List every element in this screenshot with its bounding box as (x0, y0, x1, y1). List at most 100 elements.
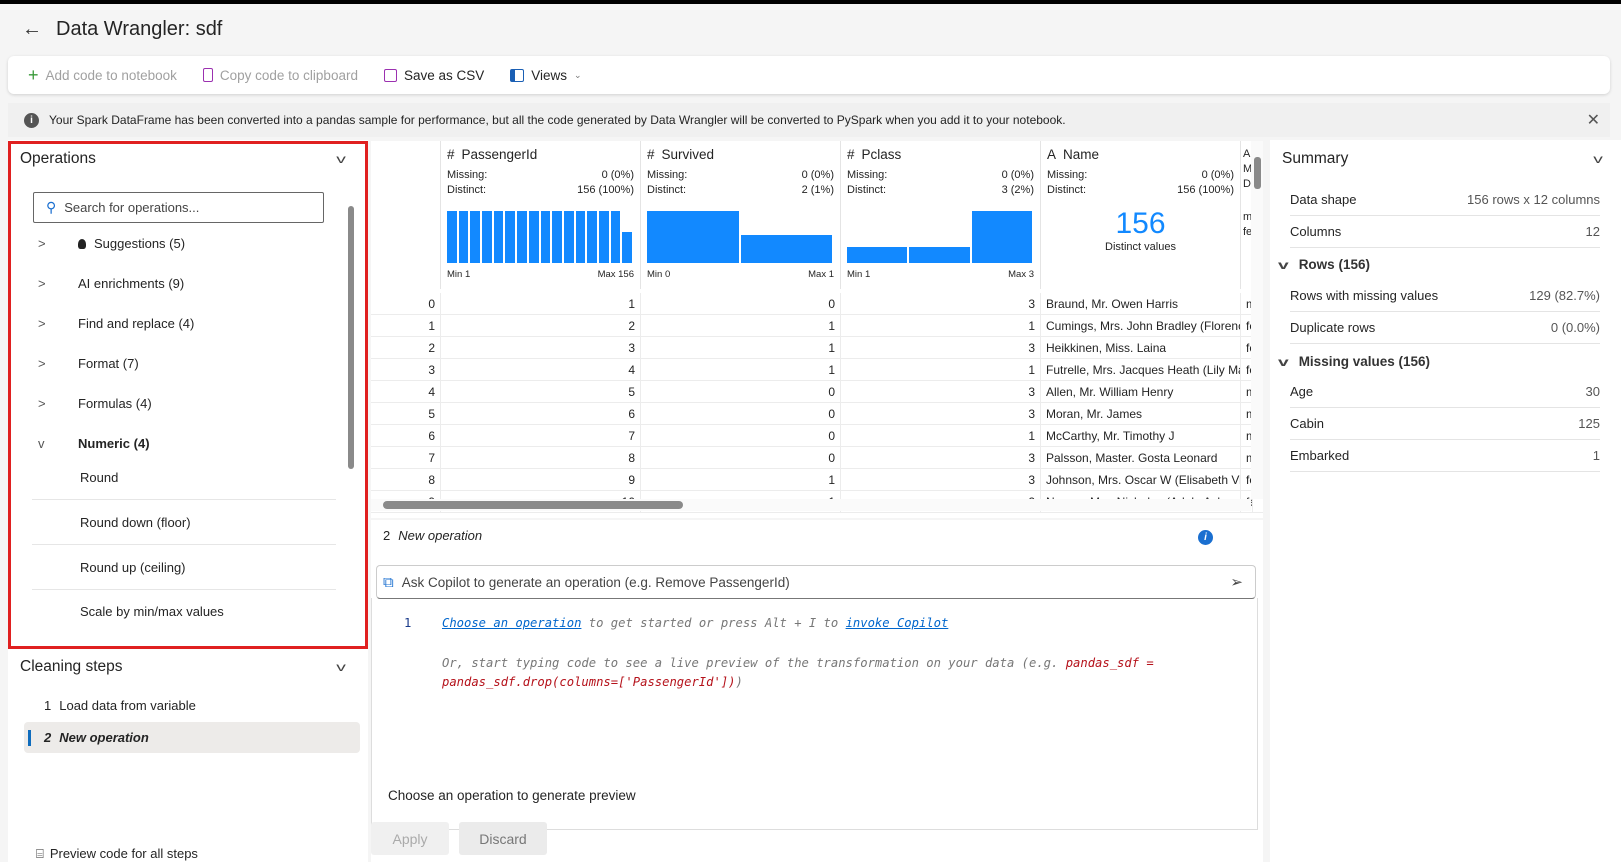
toolbar: + Add code to notebook Copy code to clipb… (8, 56, 1610, 94)
histogram-bar[interactable] (540, 211, 551, 263)
histogram-bar[interactable] (740, 235, 832, 263)
horizontal-scrollbar[interactable] (371, 499, 1251, 511)
histogram-bar[interactable] (482, 211, 492, 263)
operations-scrollbar[interactable] (346, 190, 356, 640)
vertical-scrollbar[interactable] (1251, 141, 1263, 499)
rows-section-header[interactable]: v Rows (156) (1278, 257, 1370, 272)
op-scale-minmax[interactable]: Scale by min/max values (32, 591, 336, 631)
scroll-thumb[interactable] (348, 206, 354, 469)
add-code-button[interactable]: + Add code to notebook (28, 65, 177, 86)
op-group-ai-enrichments[interactable]: > AI enrichments (9) (38, 276, 184, 291)
choose-operation-link[interactable]: Choose an operation (442, 616, 582, 630)
apply-button[interactable]: Apply (371, 822, 449, 855)
discard-button[interactable]: Discard (459, 822, 547, 855)
histogram-bar[interactable] (552, 211, 562, 263)
operation-title: New operation (398, 528, 483, 543)
op-label: Scale by min/max values (80, 603, 224, 619)
histogram-bar[interactable] (447, 211, 457, 263)
histogram-bar[interactable] (470, 211, 481, 263)
column-stat: Distinct: 156 (100%) (1047, 183, 1234, 198)
column-header-pclass[interactable]: # Pclass Missing: 0 (0%) Distinct: 3 (2%) Min … (841, 141, 1041, 289)
column-name: A Name (1047, 147, 1234, 162)
column-header-survived[interactable]: # Survived Missing: 0 (0%) Distinct: 2 (1%) Mi… (641, 141, 841, 289)
operations-header[interactable]: Operations v (8, 150, 358, 168)
histogram-bar[interactable] (622, 231, 632, 263)
op-group-numeric[interactable]: v Numeric (4) (38, 436, 150, 451)
op-group-formulas[interactable]: > Formulas (4) (38, 396, 152, 411)
copy-code-button[interactable]: Copy code to clipboard (202, 68, 358, 83)
save-csv-button[interactable]: Save as CSV (383, 68, 484, 83)
summary-header[interactable]: Summary v (1270, 150, 1615, 168)
code-editor[interactable]: 1 Choose an operation to get started or … (371, 598, 1258, 830)
op-group-format[interactable]: > Format (7) (38, 356, 139, 371)
send-icon[interactable]: ➢ (1230, 574, 1243, 591)
column-stat: Distinct: 3 (2%) (847, 183, 1034, 198)
missing-section-header[interactable]: v Missing values (156) (1277, 354, 1430, 369)
table-cell: 5 (441, 381, 641, 403)
copilot-input[interactable]: ⧉ Ask Copilot to generate an operation (… (376, 565, 1256, 599)
op-group-label: Suggestions (5) (94, 236, 186, 251)
table-row[interactable]: 3 4 1 1 Futrelle, Mrs. Jacques Heath (Lily M… (371, 359, 1263, 381)
info-icon[interactable]: i (1198, 530, 1213, 545)
histogram-bar[interactable] (587, 211, 597, 263)
missing-embarked: Embarked 1 (1290, 440, 1600, 472)
histogram-bar[interactable] (517, 211, 527, 263)
histogram-bar[interactable] (563, 211, 574, 263)
op-group-label: Formulas (4) (78, 396, 152, 411)
table-cell: 0 (641, 293, 841, 315)
op-round-up[interactable]: Round up (ceiling) (32, 546, 336, 590)
table-cell: Futrelle, Mrs. Jacques Heath (Lily May P… (1041, 359, 1241, 381)
distinct_label: Distinct: (847, 184, 887, 196)
invoke-copilot-link[interactable]: invoke Copilot (845, 616, 949, 630)
chevron-down-icon[interactable]: v (336, 152, 346, 166)
step-new-operation[interactable]: 2 New operation (24, 722, 360, 753)
histogram-bar[interactable] (458, 211, 469, 263)
histogram-bar[interactable] (598, 211, 609, 263)
table-cell: 4 (441, 359, 641, 381)
cleaning-steps-header[interactable]: Cleaning steps v (8, 658, 358, 676)
distinct: 156 (100%) (1177, 184, 1234, 196)
chevron-down-icon[interactable]: v (1593, 152, 1603, 166)
chevron-right-icon: > (38, 276, 46, 291)
views-label: Views (531, 67, 568, 83)
histogram-bar[interactable] (610, 211, 621, 263)
histogram-bar[interactable] (971, 211, 1032, 263)
op-group-label: Numeric (4) (78, 436, 150, 451)
histogram-bar[interactable] (909, 246, 970, 263)
histogram-bar[interactable] (847, 246, 908, 263)
preview-all-code-button[interactable]: ⌸ Preview code for all steps (36, 846, 198, 862)
column-stat: Missing: 0 (0%) (847, 168, 1034, 183)
copilot-icon: ⧉ (383, 573, 394, 591)
histogram-bar[interactable] (505, 211, 516, 263)
column-header-name[interactable]: A Name Missing: 0 (0%) Distinct: 156 (100%) 15… (1041, 141, 1241, 289)
scroll-thumb[interactable] (1254, 157, 1261, 189)
op-round-down[interactable]: Round down (floor) (32, 501, 336, 545)
op-group-suggestions[interactable]: > Suggestions (5) (38, 236, 185, 251)
histogram-bar[interactable] (647, 211, 739, 263)
missing_label: Missing: (1047, 169, 1088, 181)
chevron-down-icon: v (1277, 354, 1289, 369)
close-icon[interactable]: ✕ (1586, 112, 1600, 129)
histogram-bar[interactable] (528, 211, 539, 263)
histogram-bar[interactable] (493, 211, 504, 263)
search-operations-input[interactable]: ⚲ Search for operations... (33, 192, 324, 223)
back-arrow-icon[interactable]: ← (22, 18, 42, 40)
op-round[interactable]: Round (32, 456, 336, 500)
chevron-down-icon[interactable]: v (336, 660, 346, 674)
op-label: Round down (floor) (80, 515, 191, 530)
scroll-thumb[interactable] (383, 501, 683, 509)
views-dropdown[interactable]: Views ⌄ (510, 67, 582, 83)
histogram-bar[interactable] (575, 211, 586, 263)
step-load-data[interactable]: 1 Load data from variable (24, 690, 360, 721)
clipboard-icon (202, 68, 213, 82)
column-header-passengerid[interactable]: # PassengerId Missing: 0 (0%) Distinct: 156 (… (441, 141, 641, 289)
op-group-find-replace[interactable]: > Find and replace (4) (38, 316, 194, 331)
